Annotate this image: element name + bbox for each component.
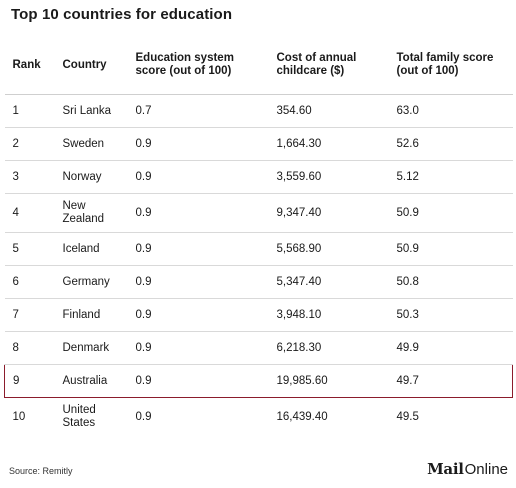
cell-total-score: 49.5 <box>396 410 419 423</box>
cell-total-score: 52.6 <box>388 127 513 161</box>
cell-rank: 5 <box>4 232 55 266</box>
cell-education-score: 0.9 <box>127 298 269 332</box>
cell-country: Norway <box>54 160 128 194</box>
cell-childcare-cost: 16,439.40 <box>276 410 328 423</box>
cell-total-score: 50.9 <box>388 193 513 233</box>
cell-childcare-cost: 3,559.60 <box>268 160 389 194</box>
cell-rank: 1 <box>4 94 55 128</box>
mailonline-logo: MailOnline <box>427 460 508 478</box>
table-row: 2 Sweden 0.9 1,664.30 52.6 <box>4 127 513 161</box>
cell-country: Germany <box>54 265 128 299</box>
cell-education-score: 0.9 <box>127 127 269 161</box>
cell-childcare-cost: 1,664.30 <box>268 127 389 161</box>
cell-country: Finland <box>54 298 128 332</box>
table-row: 3 Norway 0.9 3,559.60 5.12 <box>4 160 513 194</box>
cell-childcare-cost: 19,985.60 <box>268 364 389 398</box>
table-row: 10 United States 0.9 16,439.40 49.5 <box>5 398 513 437</box>
cell-country: New Zealand <box>54 193 128 233</box>
cell-country: United States <box>62 404 96 429</box>
header-rank: Rank <box>4 36 55 95</box>
cell-childcare-cost: 5,347.40 <box>268 265 389 299</box>
cell-education-score: 0.9 <box>127 193 269 233</box>
cell-childcare-cost: 354.60 <box>268 94 389 128</box>
header-education-score: Education system score (out of 100) <box>127 36 269 95</box>
cell-rank: 7 <box>4 298 55 332</box>
cell-education-score: 0.7 <box>127 94 269 128</box>
cell-rank: 2 <box>4 127 55 161</box>
cell-education-score: 0.9 <box>127 160 269 194</box>
cell-rank: 3 <box>4 160 55 194</box>
cell-total-score: 50.3 <box>388 298 513 332</box>
cell-education-score: 0.9 <box>127 364 269 398</box>
cell-rank: 8 <box>4 331 55 365</box>
cell-total-score: 49.7 <box>388 364 513 398</box>
cell-childcare-cost: 5,568.90 <box>268 232 389 266</box>
cell-total-score: 49.9 <box>388 331 513 365</box>
cell-country: Denmark <box>54 331 128 365</box>
cell-rank: 4 <box>4 193 55 233</box>
cell-country: Sri Lanka <box>54 94 128 128</box>
cell-total-score: 50.9 <box>388 232 513 266</box>
cell-total-score: 50.8 <box>388 265 513 299</box>
cell-country: Iceland <box>54 232 128 266</box>
table-row: 8 Denmark 0.9 6,218.30 49.9 <box>4 331 513 365</box>
cell-rank: 9 <box>4 364 55 398</box>
education-table: Rank Country Education system score (out… <box>4 36 513 436</box>
header-country: Country <box>54 36 128 95</box>
cell-education-score: 0.9 <box>127 331 269 365</box>
table-row: 6 Germany 0.9 5,347.40 50.8 <box>4 265 513 299</box>
cell-education-score: 0.9 <box>127 265 269 299</box>
logo-mail-text: Mail <box>427 460 464 478</box>
table-row: 4 New Zealand 0.9 9,347.40 50.9 <box>4 193 513 233</box>
cell-childcare-cost: 6,218.30 <box>268 331 389 365</box>
header-childcare-cost: Cost of annual childcare ($) <box>268 36 389 95</box>
table-row-highlighted: 9 Australia 0.9 19,985.60 49.7 <box>4 364 513 398</box>
page-title: Top 10 countries for education <box>11 6 233 23</box>
header-total-family-score: Total family score (out of 100) <box>388 36 513 95</box>
table-row: 5 Iceland 0.9 5,568.90 50.9 <box>4 232 513 266</box>
table-row: 7 Finland 0.9 3,948.10 50.3 <box>4 298 513 332</box>
table-row: 1 Sri Lanka 0.7 354.60 63.0 <box>4 94 513 128</box>
cell-rank: 10 <box>12 410 26 423</box>
cell-childcare-cost: 3,948.10 <box>268 298 389 332</box>
table-header-row: Rank Country Education system score (out… <box>4 36 513 95</box>
cell-education-score: 0.9 <box>135 410 152 423</box>
cell-education-score: 0.9 <box>127 232 269 266</box>
cell-country: Australia <box>54 364 128 398</box>
cell-total-score: 63.0 <box>388 94 513 128</box>
cell-childcare-cost: 9,347.40 <box>268 193 389 233</box>
cell-rank: 6 <box>4 265 55 299</box>
cell-country: Sweden <box>54 127 128 161</box>
source-note: Source: Remitly <box>9 466 73 476</box>
cell-total-score: 5.12 <box>388 160 513 194</box>
logo-online-text: Online <box>464 461 508 478</box>
